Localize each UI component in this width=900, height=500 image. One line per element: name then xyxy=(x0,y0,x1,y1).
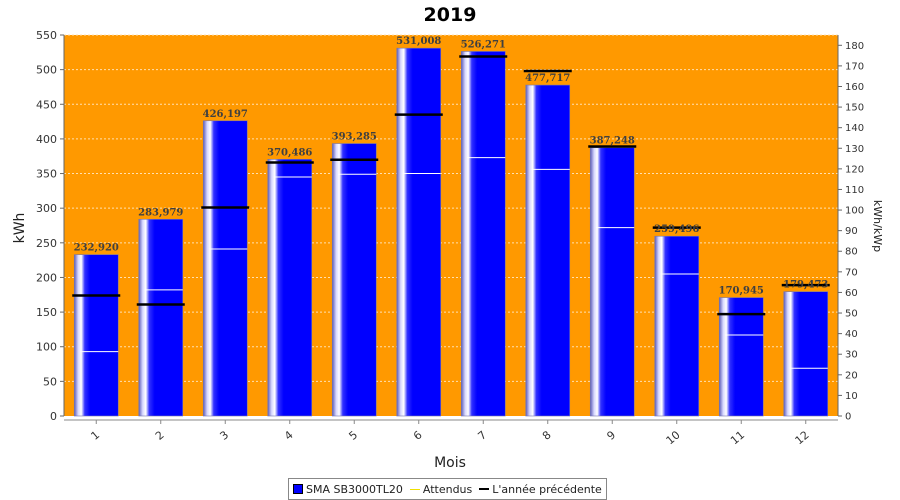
data-label-11: 170,945 xyxy=(719,286,764,297)
y2-tick-label: 60 xyxy=(845,288,858,299)
y2-tick-label: 20 xyxy=(845,370,858,381)
data-label-4: 370,486 xyxy=(267,147,312,158)
y2-tick-label: 10 xyxy=(845,391,858,402)
y2-tick-label: 100 xyxy=(845,206,864,217)
y-tick-label: 550 xyxy=(36,29,57,42)
y2-tick-label: 30 xyxy=(845,350,858,361)
data-label-1: 232,920 xyxy=(74,243,119,254)
y2-tick-label: 90 xyxy=(845,226,858,237)
x-tick-label: 6 xyxy=(411,428,425,442)
y2-tick-label: 110 xyxy=(845,185,864,196)
y2-axis-label: kWh/kWp xyxy=(871,200,884,252)
bar-6[interactable] xyxy=(396,47,442,417)
bar-9[interactable] xyxy=(589,147,635,417)
y2-tick-label: 160 xyxy=(845,82,864,93)
y2-tick-label: 130 xyxy=(845,144,864,155)
y-tick-label: 350 xyxy=(36,168,57,181)
bar-10[interactable] xyxy=(654,235,700,417)
x-tick-label: 3 xyxy=(217,428,231,442)
legend-label-previous-year: L'année précédente xyxy=(492,482,602,496)
y2-tick-label: 180 xyxy=(845,41,864,52)
data-label-5: 393,285 xyxy=(332,132,377,143)
data-label-10: 259,496 xyxy=(654,224,699,235)
y2-tick-label: 50 xyxy=(845,309,858,320)
data-label-9: 387,248 xyxy=(590,136,635,147)
bar-4[interactable] xyxy=(267,159,313,417)
y2-tick-label: 40 xyxy=(845,329,858,340)
bar-7[interactable] xyxy=(460,51,506,417)
data-label-2: 283,979 xyxy=(138,207,183,218)
legend-item-production[interactable]: SMA SB3000TL20 xyxy=(293,483,403,496)
y-tick-label: 300 xyxy=(36,202,57,215)
y2-tick-label: 70 xyxy=(845,267,858,278)
data-label-3: 426,197 xyxy=(203,109,248,120)
legend-swatch-previous-year xyxy=(479,488,490,490)
legend-item-previous-year[interactable]: L'année précédente xyxy=(479,483,602,496)
bar-12[interactable] xyxy=(783,291,829,417)
y-axis-label: kWh xyxy=(12,213,28,244)
x-tick-label: 2 xyxy=(153,428,167,442)
plot-area xyxy=(64,35,838,416)
y2-tick-label: 120 xyxy=(845,164,864,175)
x-tick-label: 4 xyxy=(282,428,296,442)
y-tick-label: 500 xyxy=(36,64,57,77)
y-tick-label: 0 xyxy=(50,410,57,423)
data-label-8: 477,717 xyxy=(525,73,570,84)
chart-title: 2019 xyxy=(424,4,477,26)
data-label-12: 179,473 xyxy=(783,280,828,291)
legend-label-production: SMA SB3000TL20 xyxy=(306,482,403,496)
x-tick-label: 10 xyxy=(664,428,683,447)
bar-11[interactable] xyxy=(718,297,764,417)
y-tick-label: 400 xyxy=(36,133,57,146)
x-tick-label: 12 xyxy=(793,428,812,447)
bar-3[interactable] xyxy=(202,120,248,417)
data-label-6: 531,008 xyxy=(396,36,441,47)
bar-2[interactable] xyxy=(138,218,184,417)
x-tick-label: 8 xyxy=(540,428,554,442)
x-tick-label: 5 xyxy=(346,428,360,442)
x-tick-label: 11 xyxy=(728,428,747,447)
y-tick-label: 50 xyxy=(43,375,57,388)
legend-label-expected: Attendus xyxy=(422,482,473,496)
legend-swatch-expected xyxy=(409,488,420,490)
y2-tick-label: 0 xyxy=(845,412,851,423)
bar-1[interactable] xyxy=(73,254,119,417)
y2-tick-label: 150 xyxy=(845,103,864,114)
y2-tick-label: 80 xyxy=(845,247,858,258)
legend: SMA SB3000TL20 Attendus L'année précéden… xyxy=(288,478,607,500)
y-tick-label: 150 xyxy=(36,306,57,319)
bar-8[interactable] xyxy=(525,84,571,417)
y-tick-label: 200 xyxy=(36,271,57,284)
y-tick-label: 450 xyxy=(36,98,57,111)
x-tick-label: 1 xyxy=(88,428,102,442)
y2-tick-label: 140 xyxy=(845,123,864,134)
x-tick-label: 7 xyxy=(475,428,489,442)
bar-5[interactable] xyxy=(331,143,377,417)
legend-item-expected[interactable]: Attendus xyxy=(409,482,473,496)
x-axis-label: Mois xyxy=(434,455,466,471)
y2-tick-label: 170 xyxy=(845,61,864,72)
y-tick-label: 250 xyxy=(36,237,57,250)
x-tick-label: 9 xyxy=(604,428,618,442)
y-tick-label: 100 xyxy=(36,341,57,354)
legend-swatch-production xyxy=(293,484,303,494)
data-label-7: 526,271 xyxy=(461,39,506,50)
